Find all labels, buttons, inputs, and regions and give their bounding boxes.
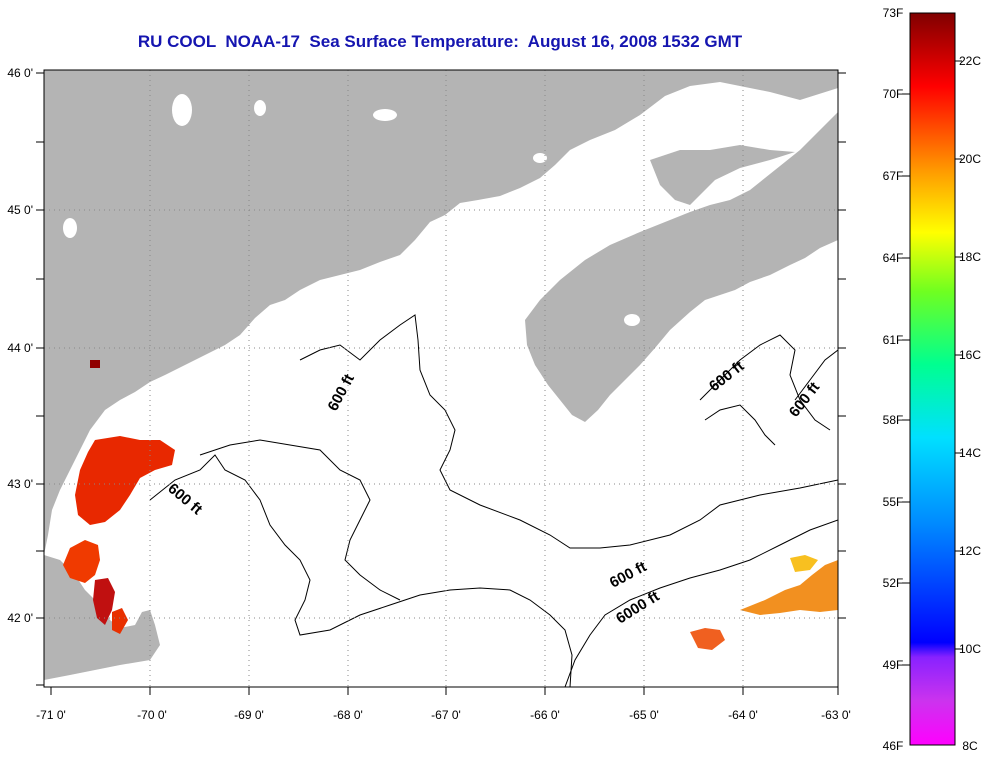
colorbar-f-label: 49F [883,658,904,672]
sst-patch-cape-cod-bay [93,578,115,625]
lon-tick-label: -65 0' [629,708,659,722]
colorbar-f-label: 64F [883,251,904,265]
colorbar-c-label: 14C [959,446,981,460]
colorbar-f-label: 67F [883,169,904,183]
colorbar-c-label: 12C [959,544,981,558]
colorbar-ticks [902,60,962,666]
axis-ticks [36,72,846,695]
lat-tick-label: 45 0' [7,203,33,217]
lake [63,218,77,238]
lon-tick-label: -63 0' [821,708,851,722]
colorbar-f-label: 70F [883,87,904,101]
sst-patch-georges-bank-north [790,555,818,572]
colorbar-f-label: 55F [883,495,904,509]
colorbar-c-label: 16C [959,348,981,362]
lon-tick-label: -71 0' [36,708,66,722]
lat-tick-label: 46 0' [7,66,33,80]
lat-tick-label: 43 0' [7,477,33,491]
lake [624,314,640,326]
depth-contours [149,314,838,687]
colorbar-f-label: 46F [883,739,904,753]
lon-tick-label: -67 0' [431,708,461,722]
colorbar-c-label: 20C [959,152,981,166]
colorbar-f-label: 61F [883,333,904,347]
lon-tick-label: -68 0' [333,708,363,722]
land-nova-scotia [525,112,838,422]
colorbar-f-label: 58F [883,413,904,427]
map-title: RU COOL NOAA-17 Sea Surface Temperature:… [137,32,743,51]
lake [373,109,397,121]
colorbar-c-label: 18C [959,250,981,264]
map-frame [43,69,839,688]
colorbar-c-label: 22C [959,54,981,68]
colorbar-f-label: 73F [883,6,904,20]
sst-patch-maine-coast [75,436,175,525]
land-fundy-shore [650,145,795,205]
lake [254,100,266,116]
lat-tick-label: 44 0' [7,341,33,355]
sst-patch-georges-bank [740,560,838,615]
lat-tick-label: 42 0' [7,611,33,625]
lake [533,153,547,163]
land-mainland [44,70,838,555]
lake [172,94,192,126]
lon-tick-label: -64 0' [728,708,758,722]
colorbar [909,12,956,746]
lon-tick-label: -69 0' [234,708,264,722]
sst-pixel [90,360,100,368]
colorbar-c-label: 8C [962,739,978,753]
sst-patch-cape-tip [112,608,128,634]
colorbar-f-label: 52F [883,576,904,590]
sst-patch-mass-bay [63,540,100,583]
lon-tick-label: -66 0' [530,708,560,722]
lon-tick-label: -70 0' [137,708,167,722]
sst-patch-small [690,628,725,650]
colorbar-c-label: 10C [959,642,981,656]
